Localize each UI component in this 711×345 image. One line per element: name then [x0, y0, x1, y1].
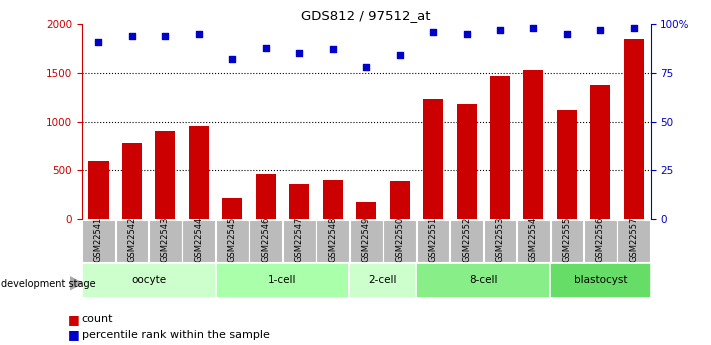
FancyBboxPatch shape	[216, 219, 249, 262]
Text: GSM22542: GSM22542	[127, 217, 137, 263]
Text: percentile rank within the sample: percentile rank within the sample	[82, 330, 269, 339]
Bar	[122, 143, 142, 219]
FancyBboxPatch shape	[149, 219, 182, 262]
FancyBboxPatch shape	[316, 219, 349, 262]
Point	[594, 27, 606, 33]
FancyBboxPatch shape	[383, 219, 416, 262]
FancyBboxPatch shape	[349, 263, 417, 298]
Text: oocyte: oocyte	[131, 275, 166, 285]
FancyBboxPatch shape	[183, 219, 215, 262]
Bar	[490, 76, 510, 219]
FancyBboxPatch shape	[550, 219, 583, 262]
FancyBboxPatch shape	[250, 219, 282, 262]
Point	[227, 57, 238, 62]
Point	[628, 25, 639, 31]
Text: GSM22546: GSM22546	[261, 217, 270, 263]
Point	[461, 31, 472, 37]
Bar	[624, 39, 644, 219]
Bar	[456, 104, 476, 219]
Text: GSM22541: GSM22541	[94, 217, 103, 263]
FancyBboxPatch shape	[283, 219, 316, 262]
FancyBboxPatch shape	[82, 263, 215, 298]
Text: GSM22548: GSM22548	[328, 217, 337, 263]
FancyBboxPatch shape	[450, 219, 483, 262]
Bar	[289, 184, 309, 219]
Text: 2-cell: 2-cell	[368, 275, 397, 285]
FancyBboxPatch shape	[584, 219, 616, 262]
Point	[528, 25, 539, 31]
Bar	[88, 161, 109, 219]
Title: GDS812 / 97512_at: GDS812 / 97512_at	[301, 9, 431, 22]
Bar	[223, 198, 242, 219]
Text: GSM22557: GSM22557	[629, 217, 638, 263]
Text: GSM22547: GSM22547	[295, 217, 304, 263]
Text: GSM22554: GSM22554	[529, 217, 538, 263]
Point	[360, 64, 372, 70]
FancyBboxPatch shape	[82, 219, 115, 262]
Polygon shape	[70, 277, 82, 290]
Text: GSM22555: GSM22555	[562, 217, 572, 263]
Point	[394, 52, 405, 58]
Point	[127, 33, 138, 39]
Point	[193, 31, 205, 37]
Text: GSM22550: GSM22550	[395, 217, 404, 263]
Point	[427, 29, 439, 35]
Text: development stage: development stage	[1, 279, 96, 288]
FancyBboxPatch shape	[617, 219, 651, 262]
Point	[561, 31, 572, 37]
FancyBboxPatch shape	[483, 219, 516, 262]
Text: GSM22543: GSM22543	[161, 217, 170, 263]
Text: GSM22553: GSM22553	[496, 217, 505, 263]
Text: GSM22549: GSM22549	[362, 217, 370, 263]
Text: GSM22551: GSM22551	[429, 217, 437, 263]
Text: GSM22556: GSM22556	[596, 217, 605, 263]
Bar	[423, 99, 443, 219]
Point	[160, 33, 171, 39]
Bar	[323, 180, 343, 219]
Bar	[590, 85, 611, 219]
Text: ■: ■	[68, 313, 80, 326]
Text: 1-cell: 1-cell	[268, 275, 296, 285]
Text: ■: ■	[68, 328, 80, 341]
Point	[93, 39, 105, 45]
FancyBboxPatch shape	[350, 219, 383, 262]
FancyBboxPatch shape	[550, 263, 651, 298]
Text: GSM22545: GSM22545	[228, 217, 237, 263]
FancyBboxPatch shape	[215, 263, 349, 298]
Point	[494, 27, 506, 33]
Text: GSM22552: GSM22552	[462, 217, 471, 263]
FancyBboxPatch shape	[116, 219, 149, 262]
FancyBboxPatch shape	[417, 263, 550, 298]
FancyBboxPatch shape	[517, 219, 550, 262]
Text: 8-cell: 8-cell	[469, 275, 498, 285]
Point	[260, 45, 272, 50]
Text: count: count	[82, 314, 113, 324]
Bar	[356, 202, 376, 219]
Bar	[156, 131, 176, 219]
Bar	[390, 181, 410, 219]
Bar	[256, 174, 276, 219]
FancyBboxPatch shape	[417, 219, 449, 262]
Bar	[523, 70, 543, 219]
Bar	[557, 110, 577, 219]
Text: GSM22544: GSM22544	[194, 217, 203, 263]
Point	[294, 51, 305, 56]
Bar	[189, 127, 209, 219]
Point	[327, 47, 338, 52]
Text: blastocyst: blastocyst	[574, 275, 627, 285]
